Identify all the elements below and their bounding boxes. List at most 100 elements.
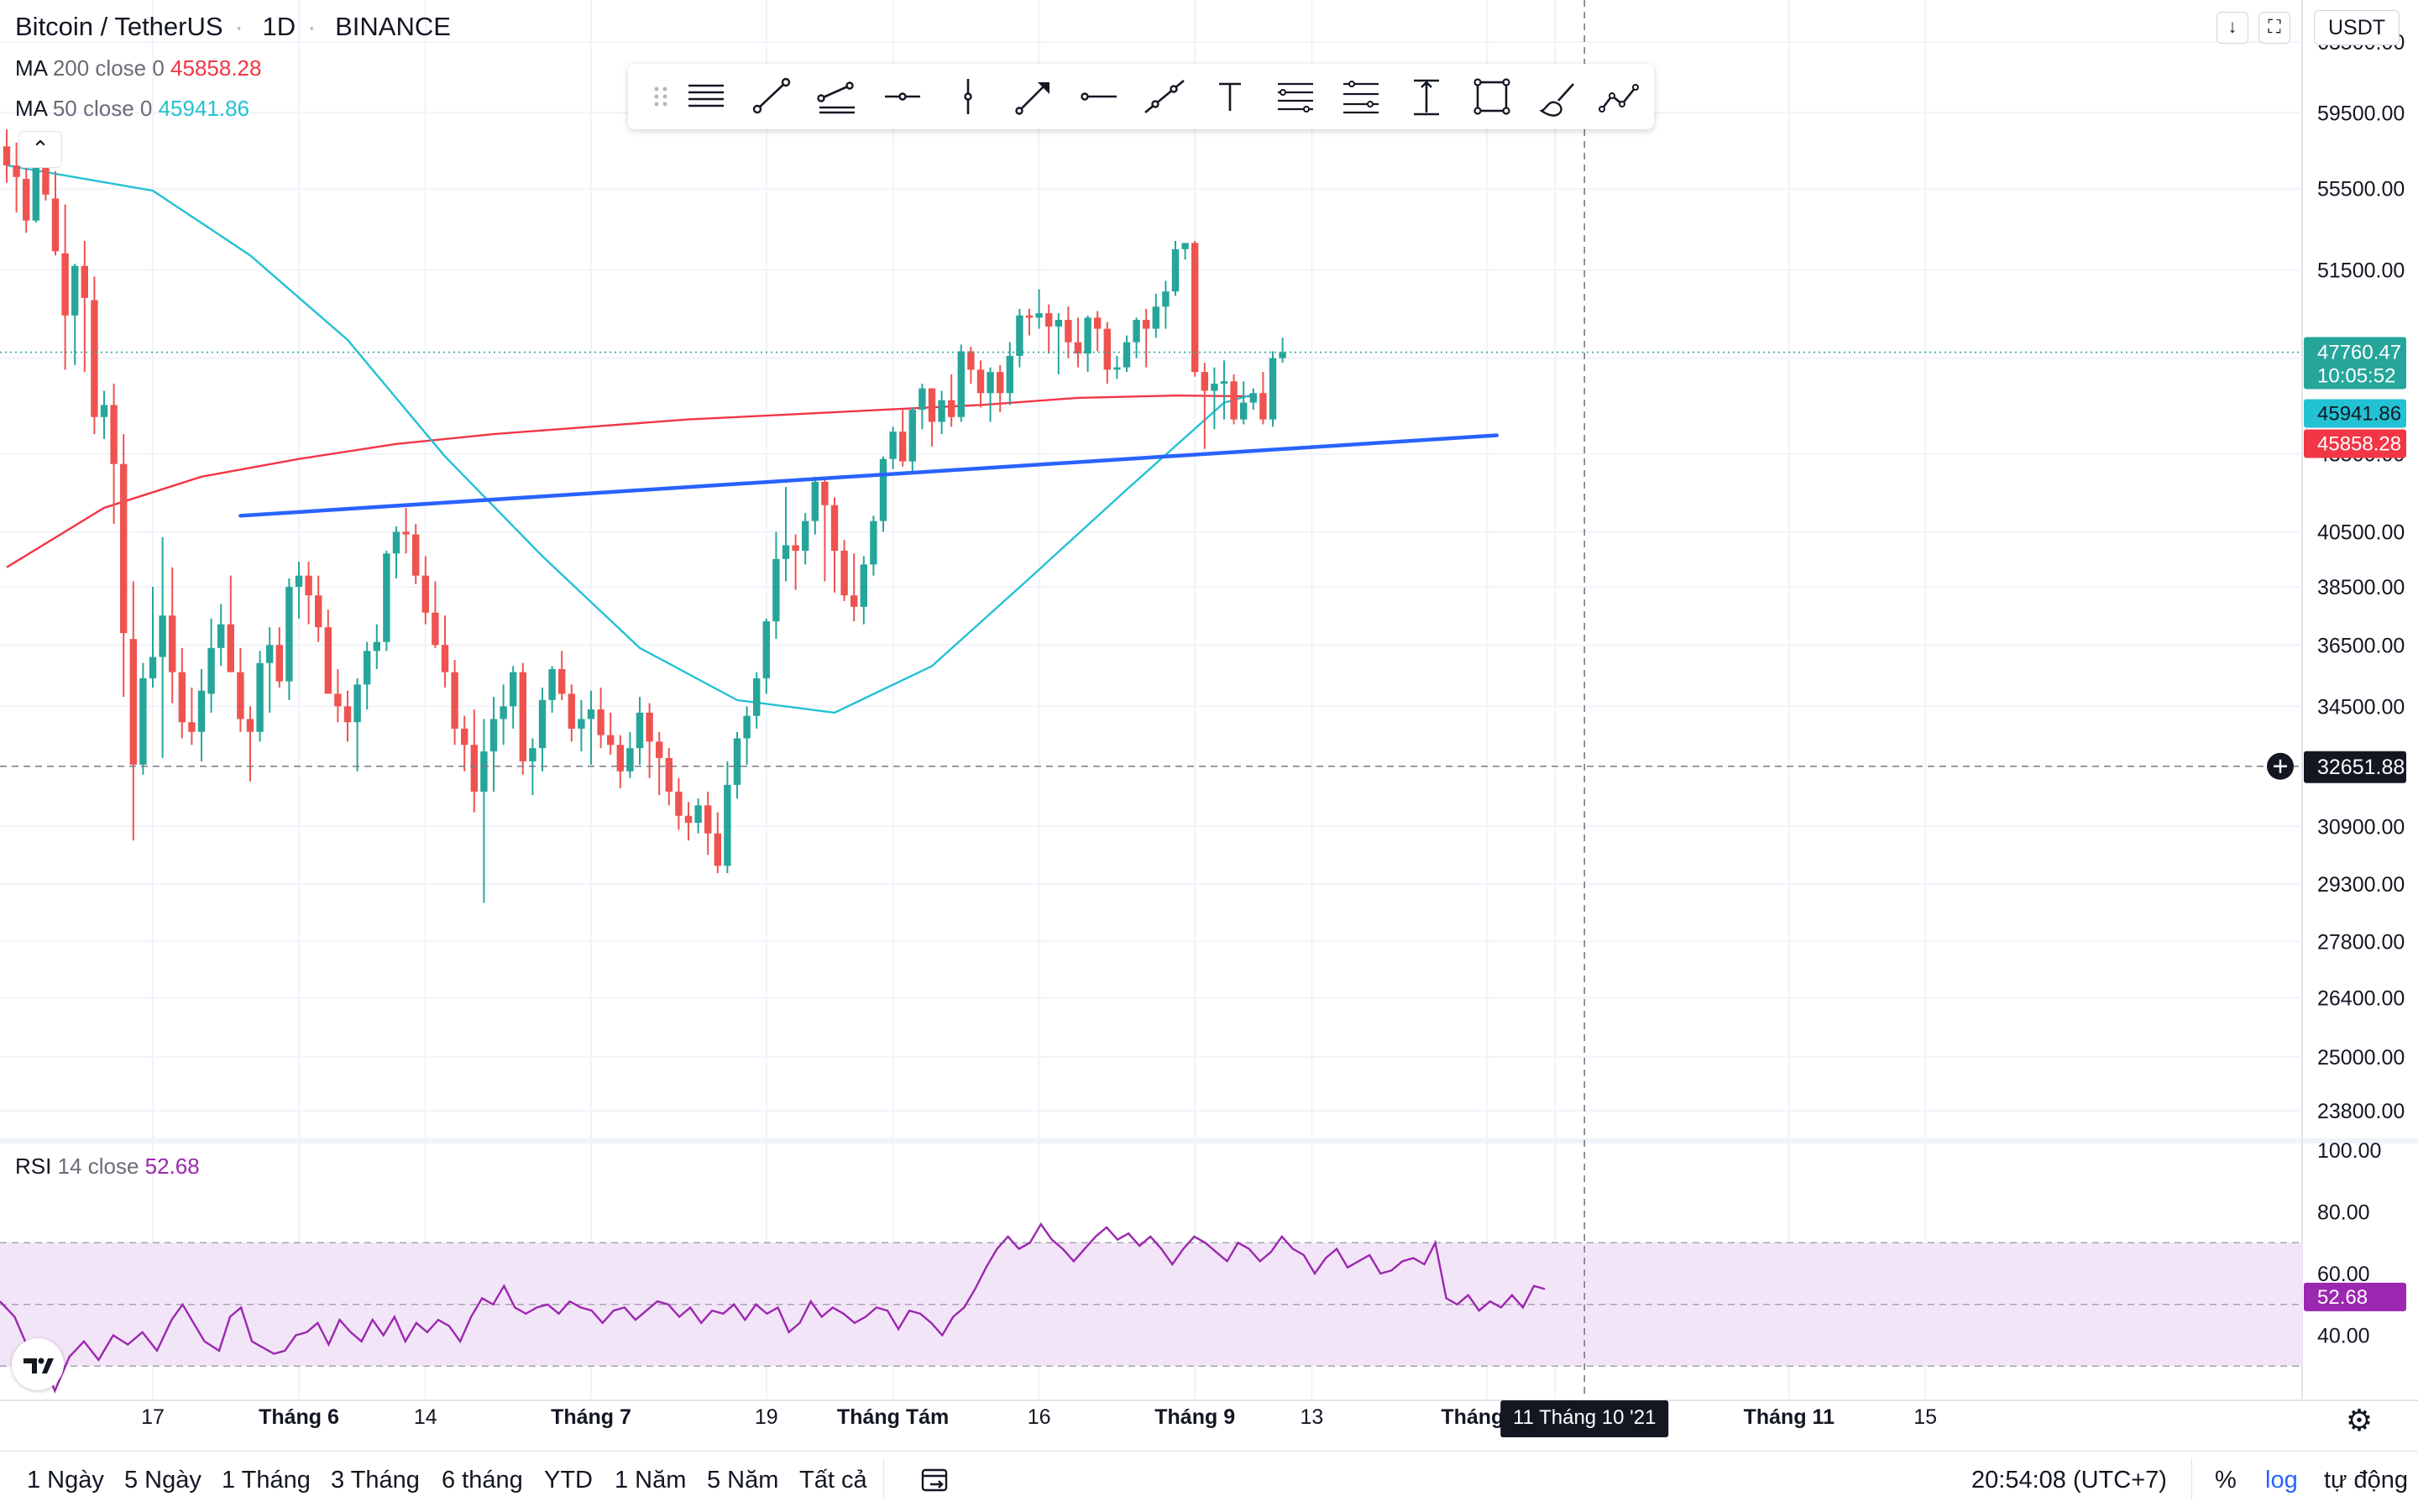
vertical-line-tool[interactable] [942,71,994,123]
candle-body [889,432,897,459]
goto-date-button[interactable] [920,1465,950,1495]
range-1y[interactable]: 1 Năm [615,1467,687,1494]
candle-body [1055,320,1062,327]
candle [548,666,556,713]
ma200-path [6,394,1253,568]
range-1d[interactable]: 1 Ngày [27,1467,104,1494]
candle-body [976,369,985,394]
ma50-legend[interactable]: MA 50 close 0 45941.86 [15,96,249,122]
candle-body [100,405,108,417]
range-3m[interactable]: 3 Tháng [331,1467,420,1494]
drawing-toolbar [628,64,1654,129]
range-5d[interactable]: 5 Ngày [124,1467,202,1494]
candle [1211,367,1218,430]
candle-body [558,669,566,694]
price-tick-label: 34500.00 [2317,695,2405,719]
text-icon [1219,82,1241,111]
rectangle-tool[interactable] [1466,71,1518,123]
drag-handle-tool[interactable] [635,71,687,123]
candle [665,748,673,806]
auto-toggle[interactable]: tự động [2324,1467,2409,1494]
candle-body [1016,315,1023,356]
range-6m[interactable]: 6 tháng [442,1467,523,1494]
candle-body [489,719,498,752]
price-tick-label: 40500.00 [2317,521,2405,544]
time-tick-label: 17 [141,1405,165,1429]
candle [1181,243,1189,260]
candle [305,562,312,625]
candle [811,476,819,535]
horizontal-ray-tool[interactable] [680,71,732,123]
candle-body [519,672,526,761]
fib-retracement-tool[interactable] [1269,71,1322,123]
fullscreen-button[interactable]: ⛶ [2258,12,2290,44]
rsi-legend[interactable]: RSI 14 close 52.68 [15,1154,200,1180]
candle-body [1035,313,1043,318]
percent-toggle[interactable]: % [2215,1467,2237,1494]
candle-body [616,745,624,772]
candle [1065,306,1072,358]
range-ytd[interactable]: YTD [544,1467,593,1494]
candle-body [724,784,731,866]
candle [919,383,926,430]
symbol-name: Bitcoin / TetherUS [15,12,223,41]
candle [256,651,264,742]
candle [1162,280,1170,329]
extended-line-tool[interactable] [1138,71,1191,123]
candle-body [207,647,215,694]
candle-body [1191,243,1199,373]
text-tool[interactable] [1204,71,1256,123]
candle-body [364,651,371,685]
parallel-channel-tool[interactable] [811,71,863,123]
currency-button[interactable]: USDT [2314,10,2400,45]
candle-body [266,645,274,663]
candle-body [529,748,536,761]
log-toggle[interactable]: log [2265,1467,2298,1494]
candle-body [938,400,945,422]
candle-body [285,587,293,682]
brush-tool[interactable] [1531,71,1583,123]
trend-line-tool[interactable] [746,71,798,123]
candle [334,669,342,723]
symbol-legend[interactable]: Bitcoin / TetherUS · 1D · BINANCE [15,12,451,41]
candle-body [899,432,907,462]
tradingview-logo[interactable] [12,1338,64,1390]
candle-body [71,265,79,316]
candle-body [169,615,176,672]
trendline [238,433,1499,518]
time-tick-label: 19 [755,1405,778,1429]
candle [1035,289,1043,329]
horizontal-line-tool[interactable] [877,71,929,123]
candle-body [441,645,449,672]
arrow-tool[interactable] [1008,71,1060,123]
range-5y[interactable]: 5 Năm [707,1467,779,1494]
candle [762,618,770,694]
candle-body [256,662,264,732]
price-tick-label: 36500.00 [2317,634,2405,657]
ma200-legend[interactable]: MA 200 close 0 45858.28 [15,55,261,81]
tv-logo-icon [24,1358,54,1373]
candle-body [461,728,468,746]
arrow-down-icon: ↓ [2227,16,2237,37]
candle-body [61,253,69,316]
candle [1055,313,1062,374]
ray-tool[interactable] [1073,71,1125,123]
range-all[interactable]: Tất cả [799,1467,867,1494]
abcd-pattern-tool[interactable] [1594,71,1646,123]
candle [1249,388,1257,411]
time-tick-label: Tháng 6 [259,1405,339,1429]
price-range-tool[interactable] [1400,71,1452,123]
candle [830,497,839,593]
clock-time[interactable]: 20:54:08 (UTC+7) [1971,1467,2167,1494]
candle-body [110,405,118,464]
candle [315,575,322,642]
range-1m[interactable]: 1 Tháng [222,1467,311,1494]
settings-gear-icon[interactable]: ⚙ [2345,1403,2374,1437]
collapse-legend-button[interactable]: ⌃ [18,131,62,168]
arrow-down-button[interactable]: ↓ [2216,12,2248,44]
candle-body [1269,358,1277,420]
fib-extension-tool[interactable] [1335,71,1387,123]
candle-body [753,678,761,716]
candle-body [470,745,478,792]
